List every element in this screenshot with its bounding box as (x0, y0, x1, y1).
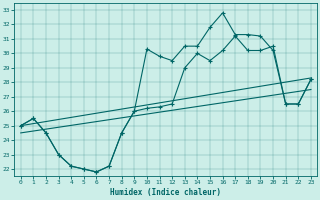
X-axis label: Humidex (Indice chaleur): Humidex (Indice chaleur) (110, 188, 221, 197)
